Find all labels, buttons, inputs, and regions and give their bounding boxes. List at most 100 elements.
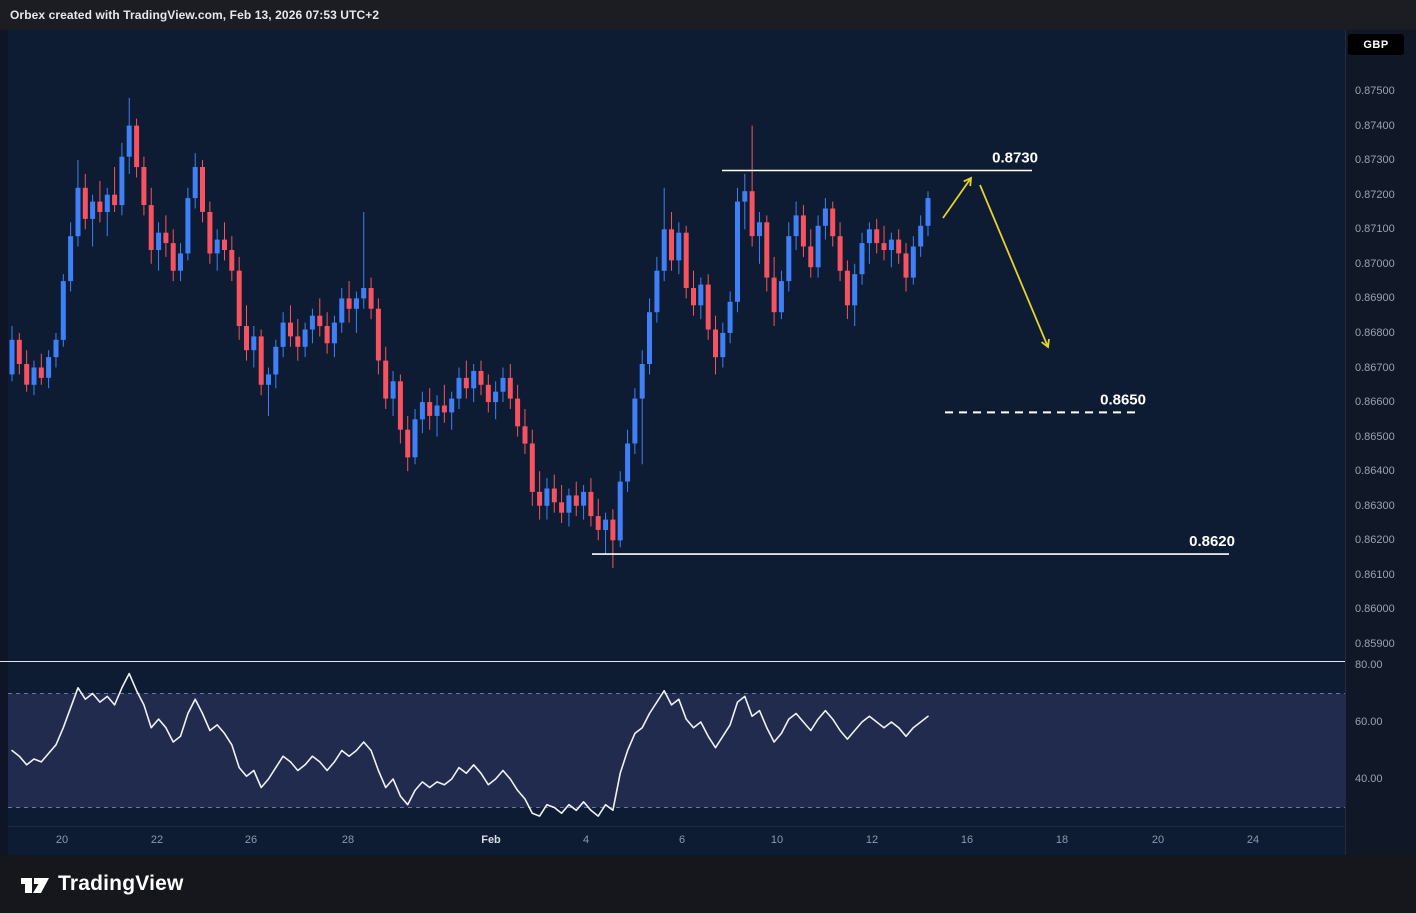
price-tick: 0.85900 bbox=[1355, 638, 1395, 650]
candle-body bbox=[390, 381, 396, 399]
time-tick: 6 bbox=[678, 834, 686, 846]
candle-body bbox=[683, 232, 689, 288]
candle-body bbox=[156, 232, 162, 250]
candle-body bbox=[244, 326, 249, 351]
time-tick: 22 bbox=[150, 834, 164, 846]
candle-body bbox=[559, 502, 565, 513]
candle-body bbox=[449, 398, 455, 413]
candle-body bbox=[866, 229, 872, 244]
rsi-band bbox=[8, 693, 1345, 808]
candle-body bbox=[661, 229, 667, 271]
footer-bar: TradingView bbox=[0, 855, 1416, 913]
candle-body bbox=[104, 194, 110, 212]
chart-region: 0.8730 0.8650 0.8620 20 22 26 28 Feb 4 6 10 12 16 18… bbox=[0, 30, 1416, 855]
candle-body bbox=[485, 384, 491, 403]
pane-separator[interactable] bbox=[0, 661, 1345, 662]
price-axis[interactable]: GBP 0.87500 0.87400 0.87300 0.87200 0.87100 0… bbox=[1345, 30, 1416, 855]
candle-body bbox=[735, 201, 740, 302]
candle-body bbox=[456, 377, 462, 399]
candle-body bbox=[800, 215, 806, 247]
candle-body bbox=[46, 357, 52, 378]
time-tick: 24 bbox=[1246, 834, 1260, 846]
candle-body bbox=[691, 288, 696, 306]
candle-body bbox=[288, 322, 293, 337]
candle-body bbox=[500, 377, 506, 392]
candle-body bbox=[97, 201, 103, 212]
candle-body bbox=[581, 491, 587, 506]
candle-body bbox=[346, 298, 352, 309]
candle-body bbox=[192, 167, 198, 199]
candle-body bbox=[24, 364, 30, 385]
candle-body bbox=[353, 298, 359, 309]
candle-body bbox=[654, 270, 660, 313]
candle-body bbox=[507, 377, 513, 399]
candle-body bbox=[713, 329, 718, 358]
candle-body bbox=[427, 402, 433, 416]
time-axis[interactable]: 20 22 26 28 Feb 4 6 10 12 16 18 20 24 bbox=[8, 826, 1345, 855]
candle-body bbox=[31, 367, 37, 385]
price-tick: 0.87500 bbox=[1355, 85, 1395, 97]
candle-body bbox=[837, 236, 843, 271]
time-tick: 4 bbox=[582, 834, 590, 846]
symbol-badge: GBP bbox=[1348, 34, 1404, 55]
candle-body bbox=[38, 367, 44, 378]
candle-body bbox=[859, 243, 865, 275]
time-tick: 10 bbox=[770, 834, 784, 846]
candle-body bbox=[808, 246, 814, 268]
candle-body bbox=[881, 243, 887, 250]
rsi-pane[interactable] bbox=[8, 662, 1345, 826]
time-tick: 28 bbox=[341, 834, 355, 846]
trend-arrow-down[interactable] bbox=[979, 184, 1050, 349]
candle-body bbox=[888, 239, 894, 250]
candle-body bbox=[676, 232, 682, 261]
candle-body bbox=[639, 364, 645, 399]
candle-body bbox=[185, 198, 191, 254]
candle-body bbox=[749, 191, 755, 237]
candle-body bbox=[610, 519, 616, 541]
trend-arrow-up[interactable] bbox=[942, 176, 973, 219]
candle-body bbox=[764, 222, 770, 278]
candle-body bbox=[617, 481, 623, 541]
price-tick: 0.86500 bbox=[1355, 431, 1395, 443]
time-tick: Feb bbox=[481, 834, 501, 846]
candle-body bbox=[720, 332, 726, 358]
candle-body bbox=[551, 488, 557, 503]
candle-body bbox=[471, 371, 477, 389]
candle-body bbox=[742, 191, 748, 202]
candle-body bbox=[339, 298, 345, 323]
candle-body bbox=[778, 281, 784, 313]
candle-body bbox=[515, 398, 521, 427]
candle-body bbox=[200, 167, 205, 212]
candle-body bbox=[214, 239, 220, 254]
candle-body bbox=[463, 377, 469, 389]
chart-attribution: Orbex created with TradingView.com, Feb … bbox=[10, 8, 380, 22]
candle-body bbox=[368, 288, 374, 309]
candle-body bbox=[896, 239, 902, 254]
candle-body bbox=[757, 222, 762, 237]
candle-body bbox=[163, 232, 169, 244]
candle-body bbox=[148, 205, 154, 250]
candle-body bbox=[830, 208, 836, 237]
price-tick: 0.86900 bbox=[1355, 292, 1395, 304]
candlestick-pane[interactable]: 0.8730 0.8650 0.8620 bbox=[8, 30, 1345, 661]
time-tick: 26 bbox=[244, 834, 258, 846]
candle-body bbox=[603, 519, 609, 530]
candle-body bbox=[786, 236, 792, 282]
tradingview-logo-icon[interactable] bbox=[18, 870, 52, 898]
candle-body bbox=[317, 315, 323, 327]
candle-body bbox=[441, 405, 447, 413]
candle-body bbox=[222, 239, 227, 250]
candle-body bbox=[141, 167, 147, 205]
candle-body bbox=[632, 398, 638, 444]
candle-body bbox=[126, 125, 132, 157]
candle-body bbox=[229, 250, 235, 271]
candle-body bbox=[647, 312, 652, 364]
resistance-label: 0.8730 bbox=[992, 150, 1038, 167]
candle-body bbox=[251, 336, 257, 351]
support-label: 0.8620 bbox=[1189, 533, 1235, 550]
candle-body bbox=[236, 270, 242, 326]
top-bar: Orbex created with TradingView.com, Feb … bbox=[0, 0, 1416, 30]
tradingview-brand-text[interactable]: TradingView bbox=[58, 872, 184, 895]
candle-body bbox=[134, 125, 140, 168]
candle-body bbox=[822, 208, 828, 226]
